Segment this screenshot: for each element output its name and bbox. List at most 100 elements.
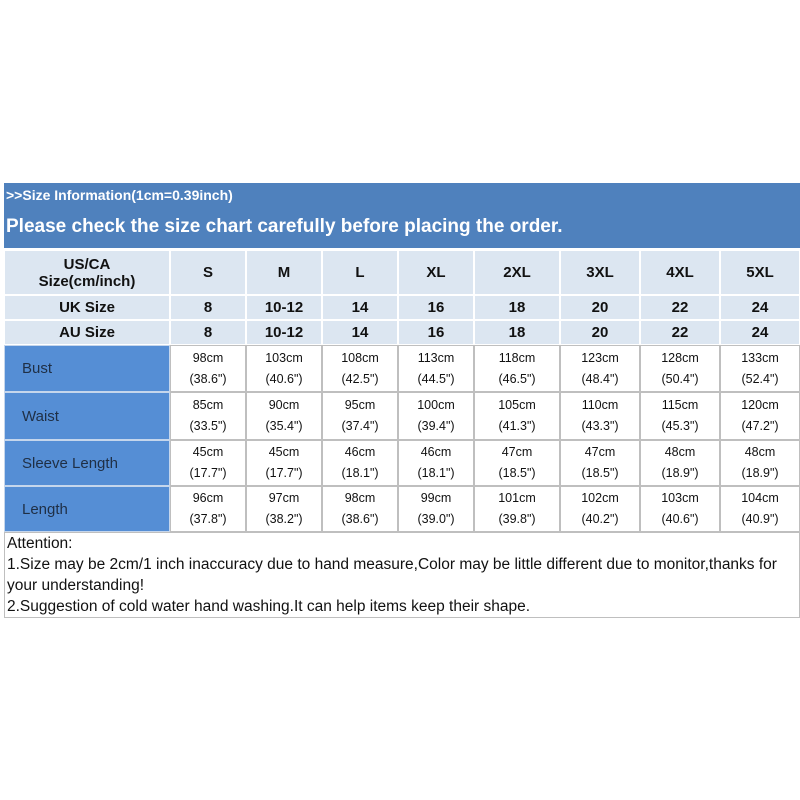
size-value: 8 — [203, 324, 213, 341]
cm-value: 108cm — [341, 350, 379, 365]
size-value: 8 — [203, 299, 213, 316]
size-value: 22 — [671, 324, 689, 341]
inch-value: (18.9") — [741, 466, 779, 480]
size-value: 14 — [351, 324, 369, 341]
column-header: S — [202, 264, 213, 281]
row-label: AU Size — [59, 324, 115, 341]
row-label-cell: AU Size — [4, 320, 170, 345]
cm-value: 102cm — [581, 491, 619, 505]
inch-value: (18.9") — [661, 466, 699, 480]
attention-box: Attention: 1.Size may be 2cm/1 inch inac… — [4, 532, 800, 618]
measure-label-cell: Waist — [4, 392, 170, 440]
size-cell: 20 — [560, 320, 640, 345]
size-value: 16 — [427, 324, 445, 341]
measure-label-cell: Bust — [4, 345, 170, 392]
column-header-cell: 4XL — [640, 250, 720, 295]
notice: Please check the size chart carefully be… — [6, 216, 563, 237]
size-value: 18 — [508, 324, 526, 341]
cm-value: 101cm — [498, 491, 536, 505]
size-value: 20 — [591, 299, 609, 316]
value-cell: 46cm (18.1") — [398, 440, 474, 486]
inch-value: (37.4") — [341, 419, 379, 433]
cm-value: 118cm — [498, 350, 536, 365]
inch-value: (33.5") — [189, 419, 227, 433]
column-header: 2XL — [503, 264, 531, 281]
value-cell: 97cm (38.2") — [246, 486, 322, 532]
note: 1.Size may be 2cm/1 inch inaccuracy due … — [7, 556, 777, 594]
measure-label-cell: Sleeve Length — [4, 440, 170, 486]
value-cell: 98cm (38.6") — [322, 486, 398, 532]
cm-value: 45cm — [192, 445, 224, 459]
size-label: Size(cm/inch) — [38, 272, 136, 290]
cm-value: 113cm — [417, 350, 455, 365]
inch-value: (40.2") — [581, 512, 619, 526]
header-bar: >>Size Information(1cm=0.39inch) Please … — [4, 183, 800, 248]
value-cell: 115cm (45.3") — [640, 392, 720, 440]
inch-value: (40.6") — [661, 512, 699, 526]
inch-value: (46.5") — [498, 371, 536, 386]
inch-value: (38.6") — [189, 371, 227, 386]
cm-value: 47cm — [501, 445, 533, 459]
measure-label: Length — [22, 500, 68, 518]
inch-value: (18.5") — [498, 466, 536, 480]
size-cell: 20 — [560, 295, 640, 320]
cm-value: 103cm — [661, 491, 699, 505]
size-cell: 16 — [398, 320, 474, 345]
column-header-cell: 5XL — [720, 250, 800, 295]
value-cell: 48cm (18.9") — [720, 440, 800, 486]
inch-value: (18.5") — [581, 466, 619, 480]
size-cell: 22 — [640, 295, 720, 320]
measure-label: Sleeve Length — [22, 454, 118, 472]
value-cell: 104cm (40.9") — [720, 486, 800, 532]
value-cell: 98cm (38.6") — [170, 345, 246, 392]
size-value: 22 — [671, 299, 689, 316]
column-header: 5XL — [746, 264, 774, 281]
value-cell: 48cm (18.9") — [640, 440, 720, 486]
value-cell: 105cm (41.3") — [474, 392, 560, 440]
cm-value: 95cm — [344, 398, 376, 412]
column-header-cell: 3XL — [560, 250, 640, 295]
cm-value: 115cm — [661, 398, 699, 412]
size-cell: 18 — [474, 295, 560, 320]
cm-value: 123cm — [581, 350, 619, 365]
size-value: 24 — [751, 324, 769, 341]
cm-value: 46cm — [420, 445, 452, 459]
size-value: 10-12 — [264, 324, 304, 341]
column-header-cell: S — [170, 250, 246, 295]
column-header-cell: M — [246, 250, 322, 295]
column-header: 3XL — [586, 264, 614, 281]
inch-value: (38.6") — [341, 512, 379, 526]
size-value: 24 — [751, 299, 769, 316]
inch-value: (18.1") — [417, 466, 455, 480]
size-cell: 18 — [474, 320, 560, 345]
value-cell: 103cm (40.6") — [640, 486, 720, 532]
size-label-cell: US/CA Size(cm/inch) — [4, 250, 170, 295]
value-cell: 108cm (42.5") — [322, 345, 398, 392]
column-header-cell: XL — [398, 250, 474, 295]
value-cell: 96cm (37.8") — [170, 486, 246, 532]
cm-value: 110cm — [581, 398, 619, 412]
attention-title: Attention: — [7, 535, 73, 552]
inch-value: (41.3") — [498, 419, 536, 433]
inch-value: (45.3") — [661, 419, 699, 433]
size-info: >>Size Information(1cm=0.39inch) — [6, 187, 233, 203]
value-cell: 99cm (39.0") — [398, 486, 474, 532]
cm-value: 103cm — [265, 350, 303, 365]
column-header: 4XL — [666, 264, 694, 281]
value-cell: 95cm (37.4") — [322, 392, 398, 440]
inch-value: (52.4") — [741, 371, 779, 386]
value-cell: 128cm (50.4") — [640, 345, 720, 392]
column-header-cell: L — [322, 250, 398, 295]
value-cell: 113cm (44.5") — [398, 345, 474, 392]
size-cell: 24 — [720, 295, 800, 320]
size-cell: 14 — [322, 295, 398, 320]
size-cell: 8 — [170, 295, 246, 320]
cm-value: 120cm — [741, 398, 779, 412]
measure-label: Bust — [22, 360, 53, 377]
cm-value: 46cm — [344, 445, 376, 459]
inch-value: (39.0") — [417, 512, 455, 526]
inch-value: (43.3") — [581, 419, 619, 433]
cm-value: 105cm — [498, 398, 536, 412]
inch-value: (35.4") — [265, 419, 303, 433]
